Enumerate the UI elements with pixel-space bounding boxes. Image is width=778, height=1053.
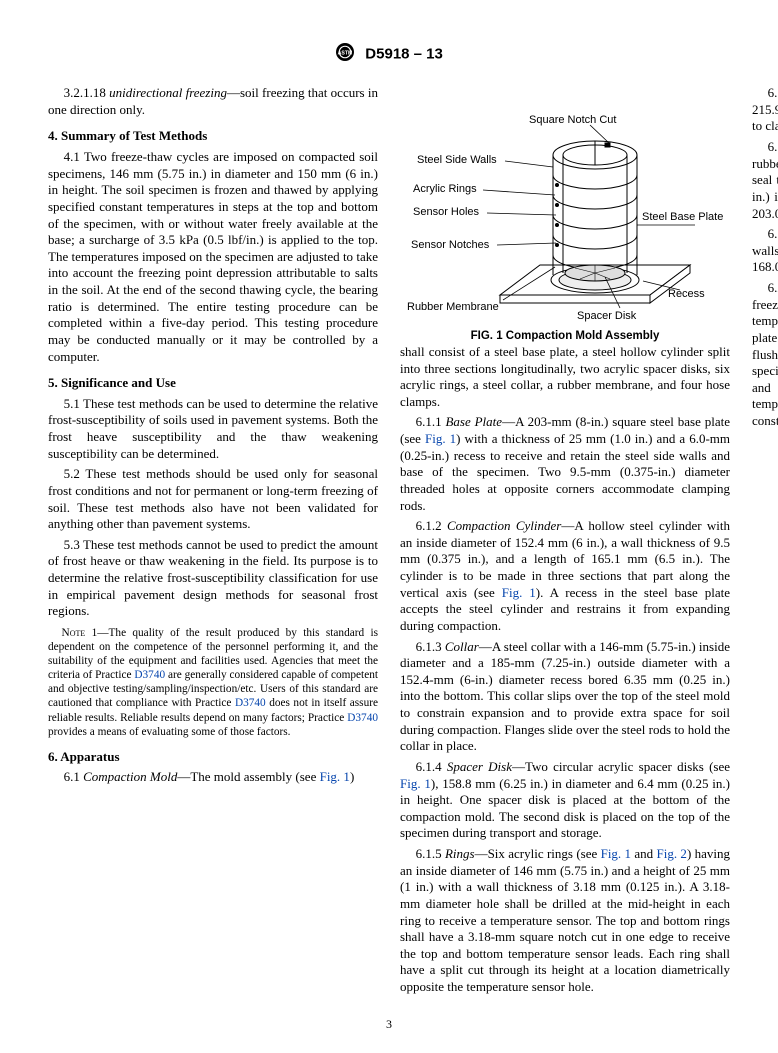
def-3-2-1-18: 3.2.1.18 unidirectional freezing—soil fr… [48,85,378,118]
figure-1: Square Notch Cut Steel Side Walls Acryli… [400,85,730,344]
para-6-1-6: 6.1.6 Clamping Rods—Two 9.5-mm (0.375-in… [752,85,778,135]
ref-fig1-e[interactable]: Fig. 1 [601,846,631,861]
lbl-sensor-holes: Sensor Holes [413,206,480,218]
lbl-rubber-membrane: Rubber Membrane [407,301,499,313]
ref-fig1-d[interactable]: Fig. 1 [400,776,431,791]
ref-fig1-c[interactable]: Fig. 1 [502,585,536,600]
astm-logo: ASTM [335,42,355,67]
para-4-1: 4.1 Two freeze-thaw cycles are imposed o… [48,149,378,365]
lbl-base-plate: Steel Base Plate [642,211,723,223]
para-6-2: 6.2 Specimen Freezing Assembly—The appar… [752,280,778,430]
ref-d3740-3[interactable]: D3740 [347,712,378,724]
section-4-title: 4. Summary of Test Methods [48,128,378,145]
lbl-recess: Recess [668,288,705,300]
fig1-caption: FIG. 1 Compaction Mold Assembly [400,329,730,344]
para-6-1: 6.1 Compaction Mold—The mold assembly (s… [48,769,378,786]
para-6-1-cont: shall consist of a steel base plate, a s… [400,344,730,411]
page-number: 3 [48,1017,730,1032]
ref-d3740-2[interactable]: D3740 [235,697,266,709]
para-5-3: 5.3 These test methods cannot be used to… [48,537,378,620]
ref-fig2-a[interactable]: Fig. 2 [657,846,687,861]
para-5-1: 5.1 These test methods can be used to de… [48,396,378,463]
svg-text:ASTM: ASTM [338,50,353,56]
ref-d3740-1[interactable]: D3740 [134,669,165,681]
para-6-1-8: 6.1.8 Clamps—Four hose clamps to hold th… [752,226,778,276]
ref-fig1-b[interactable]: Fig. 1 [425,431,456,446]
para-6-1-4: 6.1.4 Spacer Disk—Two circular acrylic s… [400,759,730,842]
lbl-square-notch: Square Notch Cut [529,114,616,126]
section-6-title: 6. Apparatus [48,749,378,766]
lbl-steel-walls: Steel Side Walls [417,154,497,166]
lbl-acrylic-rings: Acrylic Rings [413,183,477,195]
para-5-2: 5.2 These test methods should be used on… [48,466,378,533]
doc-id: D5918 – 13 [365,46,443,63]
note-1: Note 1—The quality of the result produce… [48,626,378,739]
body-columns: 3.2.1.18 unidirectional freezing—soil fr… [48,85,730,1005]
para-6-1-2: 6.1.2 Compaction Cylinder—A hollow steel… [400,518,730,634]
lbl-spacer-disk: Spacer Disk [577,310,637,322]
section-5-title: 5. Significance and Use [48,375,378,392]
ref-fig1-a[interactable]: Fig. 1 [320,769,350,784]
para-6-1-3: 6.1.3 Collar—A steel collar with a 146-m… [400,639,730,755]
page-header: ASTM D5918 – 13 [48,42,730,67]
lbl-sensor-notches: Sensor Notches [411,239,490,251]
para-6-1-5: 6.1.5 Rings—Six acrylic rings (see Fig. … [400,846,730,996]
para-6-1-7: 6.1.7 Rubber Membrane—A 0.36-mm (0.014-i… [752,139,778,222]
para-6-1-1: 6.1.1 Base Plate—A 203-mm (8-in.) square… [400,414,730,514]
